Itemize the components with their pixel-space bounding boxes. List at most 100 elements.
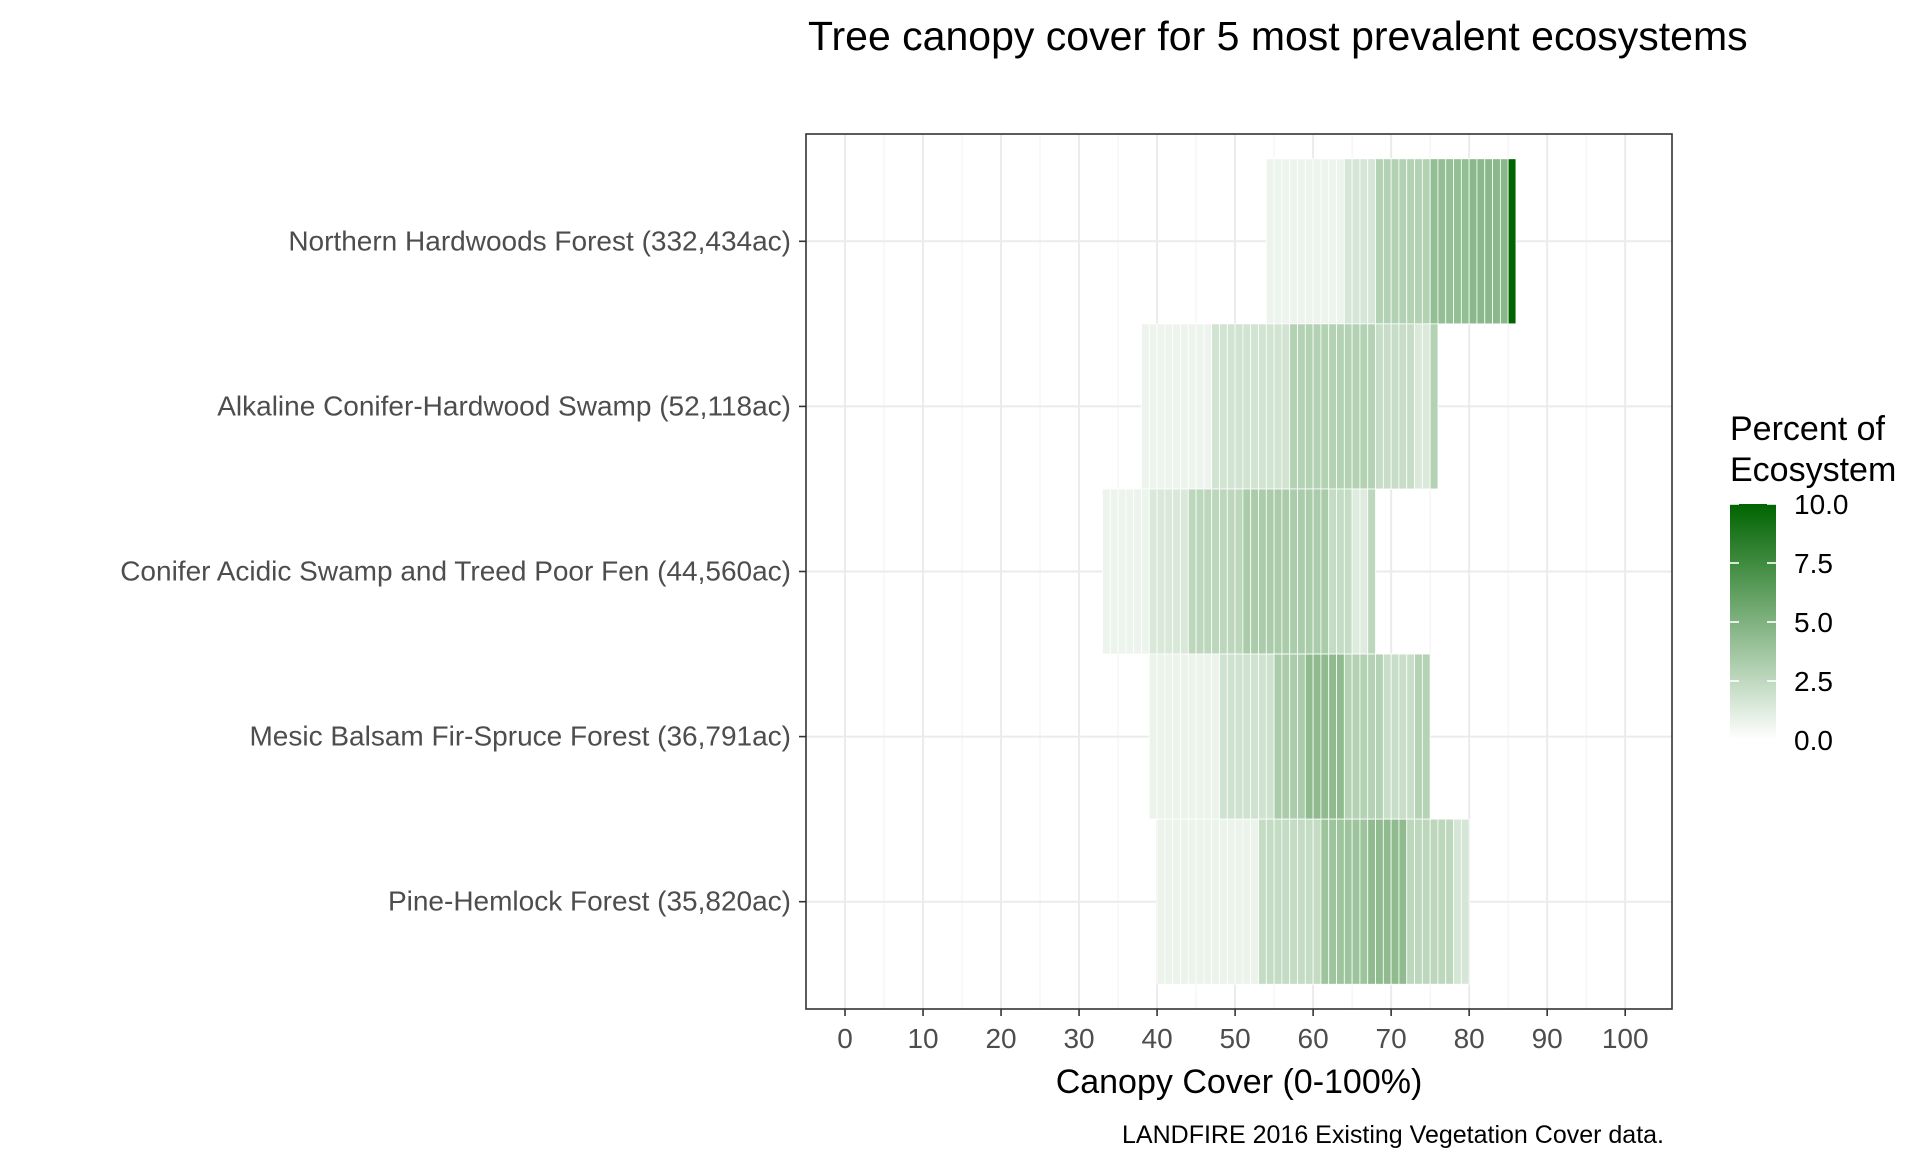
heatmap-cell: [1406, 818, 1415, 985]
heatmap-cell: [1180, 818, 1189, 985]
heatmap-cell: [1234, 488, 1244, 655]
heatmap-cell: [1265, 158, 1275, 325]
heatmap-cell: [1187, 488, 1197, 655]
heatmap-cell: [1164, 488, 1174, 655]
heatmap-cell: [1226, 323, 1236, 490]
heatmap-cell: [1336, 818, 1345, 985]
x-tick-label: 30: [1063, 1023, 1094, 1054]
legend-tick-label: 5.0: [1794, 607, 1833, 638]
heatmap-cell: [1312, 158, 1322, 325]
x-tick-label: 10: [907, 1023, 938, 1054]
heatmap-cell: [1398, 653, 1408, 820]
heatmap-cell: [1304, 818, 1314, 985]
heatmap-cells: [1102, 158, 1517, 985]
legend-ticks: 10.0 7.5 5.0 2.5 0.0: [1730, 489, 1849, 756]
heatmap-cell: [1180, 488, 1189, 655]
heatmap-cell: [1242, 818, 1252, 985]
chart-title: Tree canopy cover for 5 most prevalent e…: [808, 13, 1748, 59]
heatmap-cell: [1320, 818, 1330, 985]
heatmap-cell: [1336, 488, 1345, 655]
x-tick-label: 70: [1376, 1023, 1407, 1054]
heatmap-cell: [1343, 818, 1353, 985]
heatmap-cell: [1398, 818, 1408, 985]
heatmap-cell: [1367, 818, 1376, 985]
heatmap-cell: [1343, 158, 1353, 325]
heatmap-cell: [1148, 323, 1158, 490]
heatmap-cell: [1297, 323, 1306, 490]
heatmap-cell: [1211, 323, 1220, 490]
heatmap-cell: [1437, 818, 1447, 985]
heatmap-cell: [1250, 818, 1259, 985]
heatmap-cell: [1336, 653, 1345, 820]
heatmap-cell: [1437, 158, 1447, 325]
heatmap-cell: [1398, 323, 1408, 490]
heatmap-cell: [1289, 818, 1298, 985]
heatmap-cell: [1172, 488, 1181, 655]
heatmap-cell: [1367, 158, 1376, 325]
heatmap-cell: [1414, 158, 1423, 325]
heatmap-cell: [1234, 653, 1244, 820]
x-tick-label: 80: [1454, 1023, 1485, 1054]
heatmap-cell: [1367, 323, 1376, 490]
heatmap-cell: [1406, 158, 1415, 325]
heatmap-cell: [1375, 323, 1384, 490]
heatmap-cell: [1304, 653, 1314, 820]
heatmap-cell: [1273, 158, 1283, 325]
heatmap-cell: [1281, 818, 1291, 985]
heatmap-cell: [1421, 653, 1431, 820]
heatmap-cell: [1203, 323, 1213, 490]
heatmap-cell: [1125, 488, 1135, 655]
heatmap-cell: [1265, 818, 1275, 985]
heatmap-cell: [1351, 818, 1361, 985]
y-tick-label: Alkaline Conifer-Hardwood Swamp (52,118a…: [217, 390, 791, 421]
y-tick-label: Pine-Hemlock Forest (35,820ac): [388, 886, 791, 917]
x-tick-label: 60: [1298, 1023, 1329, 1054]
heatmap-cell: [1297, 653, 1306, 820]
heatmap-cell: [1187, 818, 1197, 985]
legend-title-line-1: Percent of: [1730, 410, 1886, 448]
heatmap-cell: [1398, 158, 1408, 325]
heatmap-cell: [1312, 653, 1322, 820]
heatmap-cell: [1281, 653, 1291, 820]
heatmap-cell: [1226, 488, 1236, 655]
heatmap-cell: [1414, 653, 1423, 820]
heatmap-cell: [1180, 323, 1189, 490]
heatmap-cell: [1258, 653, 1267, 820]
heatmap-cell: [1250, 488, 1259, 655]
legend-title-line-2: Ecosystem: [1730, 451, 1896, 489]
heatmap-cell: [1289, 323, 1298, 490]
heatmap-cell: [1265, 488, 1275, 655]
heatmap-cell: [1281, 488, 1291, 655]
heatmap-cell: [1156, 818, 1166, 985]
heatmap-cell: [1453, 158, 1462, 325]
heatmap-cell: [1226, 653, 1236, 820]
legend: Percent of Ecosystem 10.0 7.5 5.0 2.5 0.0: [1730, 410, 1896, 756]
heatmap-cell: [1312, 488, 1322, 655]
heatmap-cell: [1258, 488, 1267, 655]
heatmap-cell: [1211, 818, 1220, 985]
legend-tick-label: 10.0: [1794, 489, 1849, 520]
y-tick-label: Northern Hardwoods Forest (332,434ac): [288, 225, 791, 256]
plot-panel: [805, 133, 1673, 1010]
heatmap-cell: [1359, 818, 1369, 985]
heatmap-cell: [1148, 488, 1158, 655]
heatmap-cell: [1102, 488, 1111, 655]
heatmap-cell: [1195, 818, 1205, 985]
heatmap-cell: [1375, 818, 1384, 985]
heatmap-cell: [1187, 323, 1197, 490]
heatmap-cell: [1312, 323, 1322, 490]
heatmap-cell: [1328, 323, 1337, 490]
heatmap-cell: [1492, 158, 1501, 325]
heatmap-cell: [1328, 653, 1337, 820]
heatmap-cell: [1195, 323, 1205, 490]
heatmap-cell: [1359, 488, 1369, 655]
heatmap-cell: [1359, 158, 1369, 325]
legend-tick-label: 2.5: [1794, 666, 1833, 697]
heatmap-cell: [1375, 158, 1384, 325]
heatmap-cell: [1375, 653, 1384, 820]
heatmap-cell: [1507, 158, 1517, 325]
heatmap-cell: [1281, 158, 1291, 325]
heatmap-cell: [1382, 818, 1392, 985]
heatmap-cell: [1141, 488, 1150, 655]
